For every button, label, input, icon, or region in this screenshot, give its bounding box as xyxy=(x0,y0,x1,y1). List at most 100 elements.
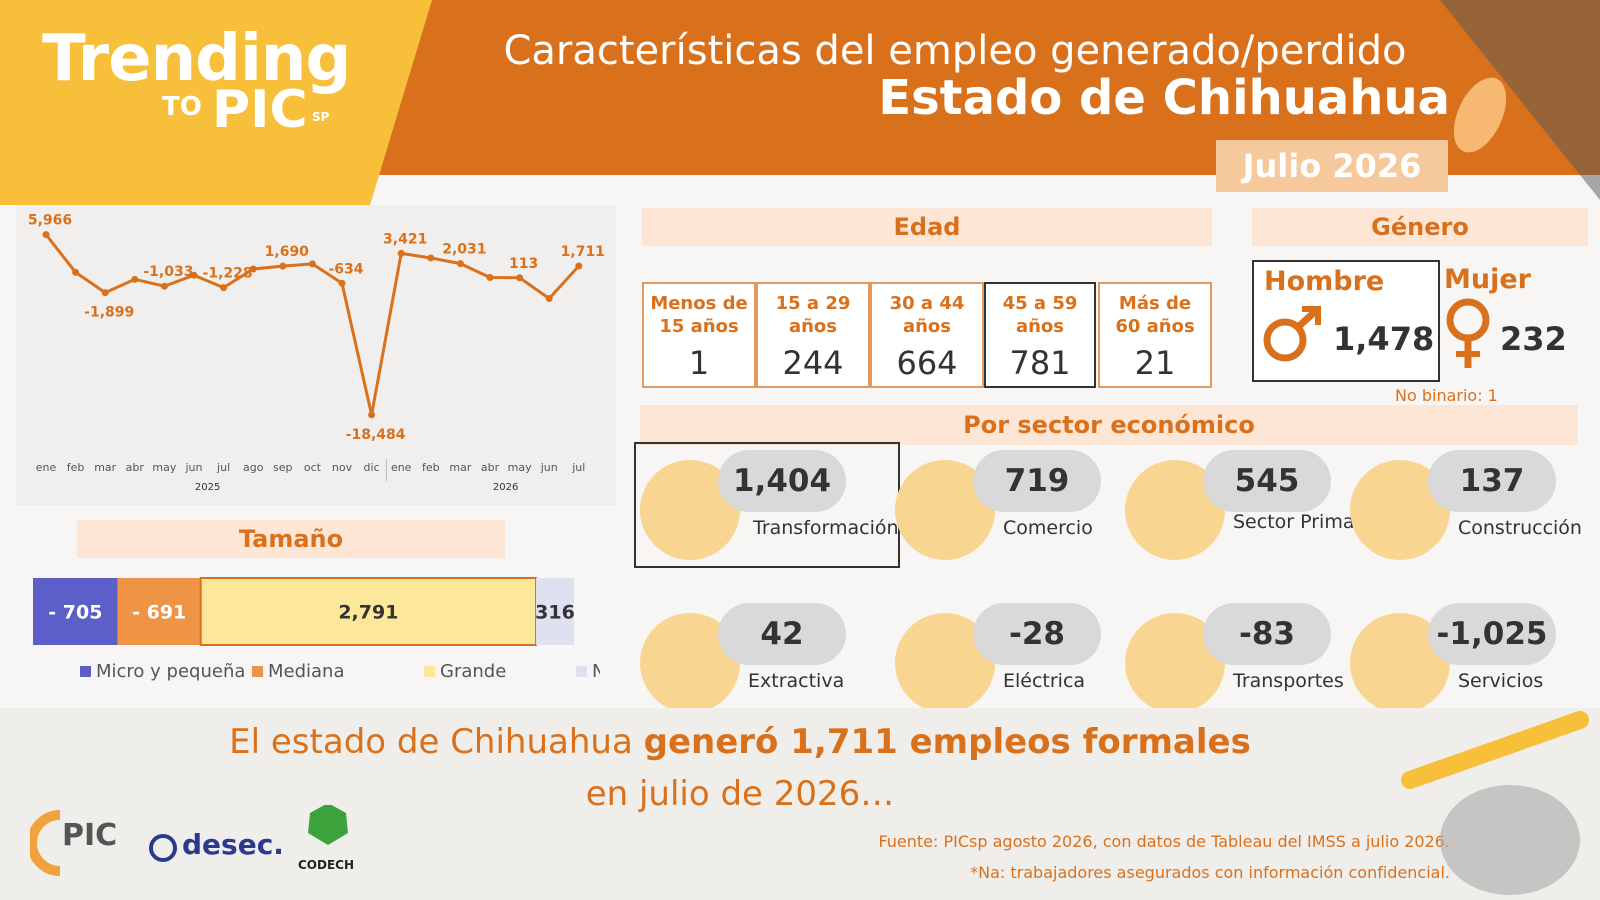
age-label: 15 a 29 años xyxy=(775,293,851,337)
data-label: -1,228 xyxy=(203,266,253,282)
x-tick-label: jul xyxy=(571,461,585,474)
logo-codech: CODECH xyxy=(298,858,355,872)
x-tick-label: may xyxy=(508,461,532,474)
x-tick-label: feb xyxy=(67,461,85,474)
brand: Trending xyxy=(42,22,351,96)
age-box: 15 a 29 años 244 xyxy=(756,282,870,388)
point xyxy=(160,282,168,290)
legend-label: Grande xyxy=(440,661,506,682)
age-box: 30 a 44 años 664 xyxy=(870,282,984,388)
data-label: 113 xyxy=(509,256,538,272)
sector-label: Sector Primario xyxy=(1233,511,1380,533)
x-tick-label: jul xyxy=(216,461,230,474)
sector-value: -1,025 xyxy=(1428,603,1556,665)
point xyxy=(368,411,376,419)
point xyxy=(516,274,524,282)
legend-swatch xyxy=(80,666,91,677)
sector-value: 42 xyxy=(718,603,846,665)
x-tick-label: mar xyxy=(94,461,116,474)
sector-label: Eléctrica xyxy=(1003,670,1086,692)
x-tick-label: sep xyxy=(273,461,292,474)
sector: 545 Sector Primario xyxy=(1125,450,1379,560)
x-tick-label: abr xyxy=(126,461,145,474)
x-tick-label: dic xyxy=(364,461,380,474)
point xyxy=(101,289,109,297)
source-note: *Na: trabajadores asegurados con informa… xyxy=(970,863,1450,882)
data-label: 2,031 xyxy=(442,242,486,258)
header-bg xyxy=(0,0,1600,205)
legend-label: Micro y pequeña xyxy=(96,661,245,682)
age-value: 1 xyxy=(688,344,710,382)
summary-line-1: El estado de Chihuahua generó 1,711 empl… xyxy=(150,722,1330,762)
data-label: - 691 xyxy=(132,602,186,624)
female-value: 232 xyxy=(1500,320,1567,358)
age-box: Menos de 15 años 1 xyxy=(642,282,756,388)
point xyxy=(427,254,435,262)
x-tick-label: abr xyxy=(481,461,500,474)
x-tick-label: ago xyxy=(243,461,264,474)
point xyxy=(397,249,405,257)
gender-note: No binario: 1 xyxy=(1395,386,1498,405)
legend-swatch xyxy=(576,666,587,677)
bar-segment xyxy=(199,577,538,646)
subtitle: Estado de Chihuahua xyxy=(878,70,1450,126)
data-label: 1,711 xyxy=(561,244,605,260)
data-label: -1,899 xyxy=(84,305,134,321)
sector-label: Construcción xyxy=(1458,517,1582,539)
x-tick-label: feb xyxy=(422,461,440,474)
brand-pic: PIC xyxy=(212,80,308,140)
summary-bold: generó 1,711 empleos formales xyxy=(643,722,1251,762)
gender-title: Género xyxy=(1252,208,1588,246)
sector: -28 Eléctrica xyxy=(895,603,1145,713)
logos-art xyxy=(30,805,348,876)
age-box: 45 a 59 años 781 xyxy=(984,282,1096,388)
brand-to: TO xyxy=(162,92,202,122)
summary-line-2: en julio de 2026… xyxy=(585,774,895,814)
summary-start: El estado de Chihuahua xyxy=(229,722,644,762)
point xyxy=(486,273,494,281)
sector-label: Transformación xyxy=(753,517,899,539)
male-icon xyxy=(1263,306,1321,362)
point xyxy=(249,265,257,273)
x-tick-label: ene xyxy=(391,461,412,474)
point xyxy=(456,260,464,268)
legend-label: NA* xyxy=(592,661,600,682)
point xyxy=(279,262,287,270)
hand-art xyxy=(1401,711,1589,895)
x-tick-label: mar xyxy=(449,461,471,474)
bar-segment xyxy=(536,578,574,645)
age-label: Más de 60 años xyxy=(1115,293,1195,337)
sector-value: 719 xyxy=(973,450,1101,512)
legend-label: Mediana xyxy=(268,661,345,682)
point xyxy=(72,268,80,276)
x-tick-label: nov xyxy=(332,461,353,474)
sector: -1,025 Servicios xyxy=(1350,603,1600,713)
year-label: 2026 xyxy=(493,482,518,493)
brand-sp: SP xyxy=(312,110,330,124)
data-label: 5,966 xyxy=(28,213,72,229)
sector-value: -83 xyxy=(1203,603,1331,665)
size-chart: - 705 Micro y pequeña - 691 Mediana 2,791 Gra… xyxy=(33,577,600,682)
female-icon xyxy=(1446,298,1490,368)
data-label: 316 xyxy=(535,602,575,624)
data-label: 2,791 xyxy=(338,602,398,624)
legend-swatch xyxy=(252,666,263,677)
point xyxy=(308,260,316,268)
sector: 719 Comercio xyxy=(895,450,1145,560)
sector-title: Por sector económico xyxy=(640,405,1578,445)
sector-label: Extractiva xyxy=(748,670,845,692)
legend-swatch xyxy=(424,666,435,677)
age-value: 664 xyxy=(896,344,958,382)
point xyxy=(220,284,228,292)
data-label: - 705 xyxy=(48,602,102,624)
point xyxy=(545,294,553,302)
sector-label: Comercio xyxy=(1003,517,1093,539)
date-badge: Julio 2026 xyxy=(1216,140,1448,192)
data-label: -1,033 xyxy=(143,264,193,280)
age-title: Edad xyxy=(642,208,1212,246)
sector-value: -28 xyxy=(973,603,1101,665)
bar-segment xyxy=(117,578,201,645)
logo-pic: PIC xyxy=(62,818,118,853)
